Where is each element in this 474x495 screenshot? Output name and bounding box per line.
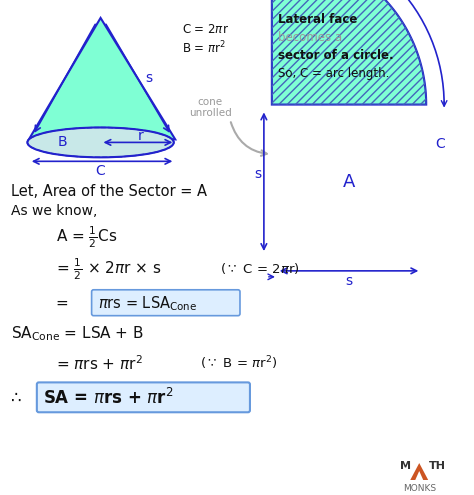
Text: = $\pi$rs + $\pi$r$^2$: = $\pi$rs + $\pi$r$^2$ xyxy=(56,354,143,373)
Text: s: s xyxy=(145,71,152,85)
Text: becomes a: becomes a xyxy=(278,31,342,45)
Text: s: s xyxy=(346,274,353,288)
Text: ($\because$ C = 2$\pi$r): ($\because$ C = 2$\pi$r) xyxy=(220,261,300,276)
Text: TH: TH xyxy=(429,461,446,471)
Text: cone
unrolled: cone unrolled xyxy=(189,97,231,118)
Polygon shape xyxy=(415,471,423,480)
Text: = $\frac{1}{2}$ × 2$\pi$r × s: = $\frac{1}{2}$ × 2$\pi$r × s xyxy=(56,256,161,282)
Text: sector of a circle.: sector of a circle. xyxy=(278,50,393,62)
Text: Let, Area of the Sector = A: Let, Area of the Sector = A xyxy=(11,184,207,198)
Text: Lateral face: Lateral face xyxy=(278,13,357,26)
Polygon shape xyxy=(29,18,175,140)
Text: ∴: ∴ xyxy=(11,390,22,407)
FancyBboxPatch shape xyxy=(91,290,240,316)
Text: A = $\frac{1}{2}$Cs: A = $\frac{1}{2}$Cs xyxy=(56,224,117,250)
FancyBboxPatch shape xyxy=(37,383,250,412)
Polygon shape xyxy=(410,463,428,480)
Text: r: r xyxy=(137,129,143,144)
Ellipse shape xyxy=(27,128,174,157)
Text: B: B xyxy=(58,136,67,149)
Text: So, C = arc length.: So, C = arc length. xyxy=(278,67,389,80)
Text: ($\because$ B = $\pi$r$^2$): ($\because$ B = $\pi$r$^2$) xyxy=(200,355,278,372)
Text: s: s xyxy=(255,167,262,181)
Text: C: C xyxy=(96,164,105,178)
Text: SA$_{\mathregular{Cone}}$ = LSA + B: SA$_{\mathregular{Cone}}$ = LSA + B xyxy=(11,324,144,343)
Text: =: = xyxy=(56,296,69,311)
Text: SA = $\pi$rs + $\pi$r$^2$: SA = $\pi$rs + $\pi$r$^2$ xyxy=(43,388,173,408)
Text: $\pi$rs = LSA$_{\mathregular{Cone}}$: $\pi$rs = LSA$_{\mathregular{Cone}}$ xyxy=(98,295,197,313)
Polygon shape xyxy=(272,0,426,104)
Text: C = 2$\pi$r: C = 2$\pi$r xyxy=(182,23,229,36)
Text: C: C xyxy=(435,138,445,151)
Text: As we know,: As we know, xyxy=(11,204,97,218)
Text: B = $\pi$r$^2$: B = $\pi$r$^2$ xyxy=(182,40,226,56)
Text: A: A xyxy=(343,173,355,191)
Text: MONKS: MONKS xyxy=(403,484,436,493)
Text: M: M xyxy=(400,461,411,471)
